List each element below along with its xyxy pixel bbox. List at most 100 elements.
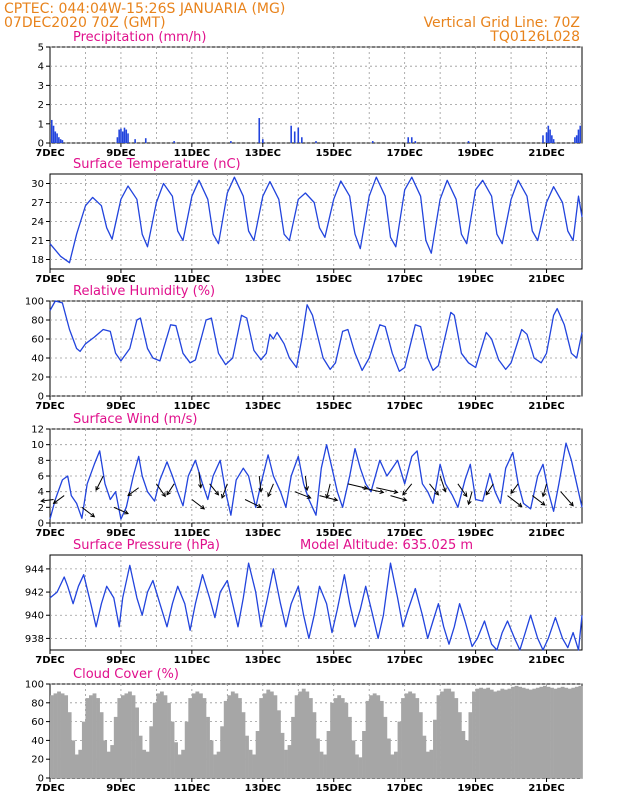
panel-6-bar-33 [167, 702, 171, 778]
panel-6-bar-139 [542, 685, 547, 778]
panel-6-bar-62 [269, 691, 274, 778]
panel-4-wind-arrowhead-25 [442, 487, 447, 493]
panel-4-wind-arrowhead-29 [517, 502, 523, 508]
panel-4-wind-arrowhead-17 [333, 497, 339, 502]
panel-6-bar-70 [298, 691, 303, 778]
panel-6-bar-120 [475, 688, 480, 778]
panel-3-xtick-label-1: 9DEC [106, 401, 135, 412]
panel-3-xtick-label-5: 17DEC [386, 401, 422, 412]
panel-1-bar-37 [575, 135, 578, 143]
panel-6-xtick-label-5: 17DEC [386, 783, 422, 794]
panel-6-bar-28 [149, 726, 154, 778]
panel-6-bar-73 [308, 698, 313, 778]
panel-1-title: Precipitation (mm/h) [73, 30, 206, 45]
panel-6-bar-6 [71, 740, 76, 778]
panel-6-bar-125 [493, 691, 498, 778]
panel-6-bar-122 [482, 688, 487, 778]
panel-4-wind-arrow-18 [326, 483, 331, 499]
panel-5-xtick-label-2: 11DEC [174, 655, 210, 666]
panel-1-xtick-label-2: 11DEC [174, 148, 210, 159]
panel-6-bar-82 [340, 698, 345, 778]
panel-3-xtick-label-0: 7DEC [35, 401, 64, 412]
panel-6-bar-66 [284, 749, 288, 778]
panel-6-bar-123 [486, 687, 491, 778]
panel-6-xtick-label-3: 13DEC [245, 783, 281, 794]
panel-1-ytick-label-5: 5 [38, 43, 44, 54]
panel-6-bar-11 [89, 695, 93, 778]
panel-6-bar-76 [319, 751, 324, 778]
panel-6-bar-115 [457, 712, 462, 778]
panel-1-xtick-label-6: 19DEC [457, 148, 493, 159]
panel-6-bar-129 [507, 688, 512, 778]
panel-1-bar-11 [123, 127, 126, 143]
panel-4-series-line [49, 442, 583, 520]
panel-4-wind-arrowhead-31 [540, 501, 546, 506]
panel-4-ytick-label-5: 10 [31, 440, 44, 451]
panel-6-bar-94 [383, 716, 388, 778]
panel-6-bar-116 [461, 731, 466, 778]
panel-4-wind-arrowhead-22 [402, 497, 408, 502]
panel-1-bar-7 [116, 137, 119, 143]
panel-6-xtick-label-0: 7DEC [35, 783, 64, 794]
panel-5-frame [49, 554, 583, 651]
panel-6-bar-148 [574, 686, 579, 778]
panel-3-xtick-label-6: 19DEC [457, 401, 493, 412]
panel-4-wind-arrowhead-13 [258, 487, 264, 493]
panel-4-wind-arrow-17 [319, 495, 338, 501]
panel-2-xtick-label-1: 9DEC [106, 274, 135, 285]
panel-6-bar-80 [333, 698, 338, 778]
panel-4-wind-arrowhead-1 [52, 499, 58, 505]
panel-6-bar-98 [397, 721, 402, 778]
panel-4-wind-arrowhead-6 [161, 492, 166, 498]
panel-1-bar-25 [371, 141, 374, 143]
panel-1-bar-30 [542, 135, 544, 143]
panel-3-series-line [49, 300, 583, 372]
panel-4-xtick-label-3: 13DEC [245, 528, 281, 539]
panel-6-bar-5 [67, 712, 72, 778]
panel-5-ytick-label-3: 944 [25, 564, 44, 575]
panel-6-bar-3 [60, 693, 65, 778]
panel-6-bar-74 [312, 712, 317, 778]
panel-6-bar-134 [525, 688, 530, 778]
panel-4-wind-arrow-10 [209, 483, 219, 496]
panel-6-bar-71 [301, 688, 306, 778]
panel-6-bar-126 [496, 690, 501, 778]
panel-6-bar-132 [518, 686, 523, 778]
panel-6-ytick-label-5: 100 [25, 680, 44, 691]
panel-6-bar-87 [358, 757, 363, 778]
panel-6-bar-131 [514, 685, 519, 778]
panel-4-wind-arrowhead-10 [214, 490, 220, 496]
panel-6-bar-12 [92, 693, 97, 778]
panel-6-title: Cloud Cover (%) [73, 667, 179, 682]
panel-5-xtick-label-4: 15DEC [316, 655, 352, 666]
header-model: TQ0126L028 [489, 29, 580, 45]
panel-6-bar-102 [411, 693, 416, 778]
panel-6-bar-34 [170, 721, 175, 778]
panel-1-bar-16 [173, 141, 175, 143]
panel-6-bar-13 [96, 698, 100, 778]
panel-4-xtick-label-2: 11DEC [174, 528, 210, 539]
panel-1-bar-4 [58, 137, 60, 143]
panel-4-wind-arrowhead-27 [467, 500, 472, 506]
panel-3-ytick-label-1: 20 [31, 373, 44, 384]
panel-6-bar-108 [433, 719, 437, 778]
panel-5-xtick-label-6: 19DEC [457, 655, 493, 666]
panel-4-wind-arrowhead-28 [485, 490, 490, 496]
panel-4-wind-arrow-0 [41, 499, 54, 502]
panel-6-bar-16 [106, 751, 111, 778]
panel-6-bar-43 [202, 698, 207, 778]
panel-6-bar-143 [557, 687, 562, 778]
panel-6-bar-30 [156, 693, 161, 778]
panel-6-bar-101 [408, 691, 413, 778]
panel-4-wind-arrowhead-2 [90, 512, 96, 518]
panel-6-ytick-label-0: 0 [38, 774, 44, 785]
panel-6-bar-15 [103, 740, 108, 778]
panel-6-xtick-label-1: 9DEC [106, 783, 135, 794]
panel-4-wind-arrow-33 [560, 491, 574, 507]
panel-1-ytick-label-3: 3 [38, 81, 44, 92]
panel-1-ytick-label-4: 4 [38, 62, 44, 73]
panel-4-wind-arrow-3 [95, 475, 104, 491]
panel-6-bar-75 [316, 738, 320, 778]
panel-3-xtick-label-3: 13DEC [245, 401, 281, 412]
